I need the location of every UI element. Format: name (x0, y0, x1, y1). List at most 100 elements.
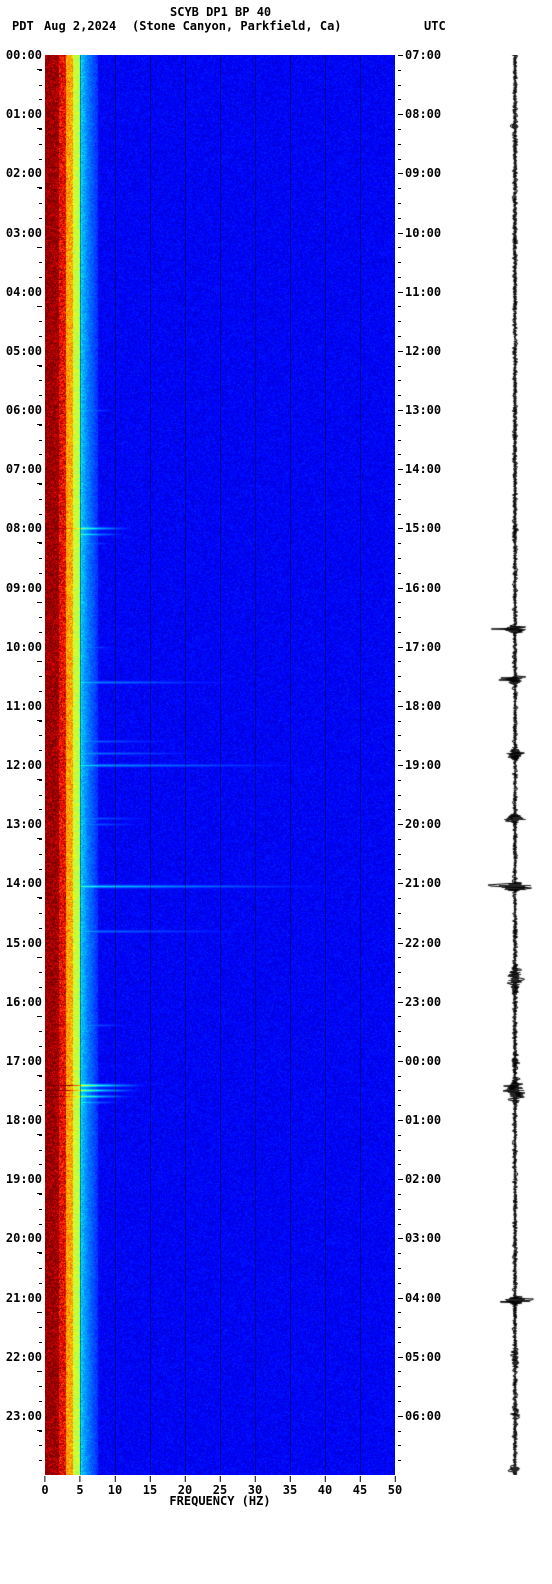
y-minor-left (39, 144, 42, 145)
y-minor-right (398, 336, 401, 337)
y-minor-left (39, 913, 42, 914)
y-tick-right: 05:00 (398, 1350, 453, 1364)
y-minor-left (39, 454, 42, 455)
y-minor-right (398, 1445, 401, 1446)
y-minor-right (398, 632, 401, 633)
station-label: (Stone Canyon, Parkfield, Ca) (132, 19, 342, 33)
y-minor-right (398, 735, 401, 736)
y-minor-left (39, 395, 42, 396)
y-tick-left: 10:00 (0, 640, 42, 668)
y-minor-right (398, 159, 401, 160)
y-minor-left (39, 1016, 42, 1017)
y-minor-right (398, 1386, 401, 1387)
y-tick-left: 02:00 (0, 166, 42, 194)
y-minor-left (39, 543, 42, 544)
y-minor-left (39, 336, 42, 337)
y-minor-left (39, 1105, 42, 1106)
y-minor-right (398, 1342, 401, 1343)
y-tick-right: 08:00 (398, 107, 453, 121)
y-minor-right (398, 1076, 401, 1077)
y-minor-left (39, 262, 42, 263)
y-tick-left: 22:00 (0, 1350, 42, 1378)
y-tick-right: 02:00 (398, 1172, 453, 1186)
y-minor-left (39, 499, 42, 500)
y-tick-right: 19:00 (398, 758, 453, 772)
y-tick-left: 03:00 (0, 226, 42, 254)
y-tick-left: 14:00 (0, 876, 42, 904)
y-minor-right (398, 144, 401, 145)
y-minor-left (39, 1401, 42, 1402)
y-minor-left (39, 617, 42, 618)
y-axis-left: 00:0001:0002:0003:0004:0005:0006:0007:00… (0, 55, 42, 1475)
y-tick-right: 21:00 (398, 876, 453, 890)
spectrogram-plot (45, 55, 395, 1475)
y-tick-left: 00:00 (0, 48, 42, 76)
y-minor-right (398, 188, 401, 189)
y-minor-left (39, 1371, 42, 1372)
title-line: SCYB DP1 BP 40 (170, 5, 271, 19)
y-minor-right (398, 676, 401, 677)
y-minor-left (39, 839, 42, 840)
seismogram-canvas (480, 55, 550, 1475)
gridline (220, 55, 221, 1475)
y-minor-right (398, 1431, 401, 1432)
y-minor-right (398, 499, 401, 500)
y-minor-right (398, 1224, 401, 1225)
y-tick-left: 18:00 (0, 1113, 42, 1141)
y-tick-left: 15:00 (0, 936, 42, 964)
y-minor-right (398, 928, 401, 929)
y-tick-right: 16:00 (398, 581, 453, 595)
y-minor-left (39, 1031, 42, 1032)
y-minor-left (39, 380, 42, 381)
y-minor-left (39, 218, 42, 219)
y-minor-left (39, 1135, 42, 1136)
y-tick-left: 11:00 (0, 699, 42, 727)
y-minor-right (398, 957, 401, 958)
y-minor-right (398, 617, 401, 618)
y-tick-right: 23:00 (398, 995, 453, 1009)
gridline (255, 55, 256, 1475)
y-minor-right (398, 972, 401, 973)
y-minor-right (398, 514, 401, 515)
y-minor-left (39, 1431, 42, 1432)
y-minor-left (39, 247, 42, 248)
y-minor-right (398, 987, 401, 988)
y-minor-right (398, 425, 401, 426)
tz-left-label: PDT (12, 19, 34, 33)
y-minor-right (398, 1031, 401, 1032)
x-axis: 05101520253035404550 FREQUENCY (HZ) (45, 1476, 395, 1516)
y-minor-right (398, 366, 401, 367)
y-minor-left (39, 928, 42, 929)
y-tick-left: 13:00 (0, 817, 42, 845)
y-minor-right (398, 1046, 401, 1047)
y-minor-left (39, 99, 42, 100)
y-minor-right (398, 869, 401, 870)
y-minor-left (39, 632, 42, 633)
y-tick-left: 23:00 (0, 1409, 42, 1437)
y-minor-left (39, 85, 42, 86)
y-tick-left: 08:00 (0, 521, 42, 549)
y-tick-right: 11:00 (398, 285, 453, 299)
y-minor-right (398, 913, 401, 914)
y-minor-right (398, 395, 401, 396)
y-minor-left (39, 1460, 42, 1461)
y-tick-right: 17:00 (398, 640, 453, 654)
y-minor-left (39, 691, 42, 692)
y-minor-left (39, 1046, 42, 1047)
gridline (80, 55, 81, 1475)
y-minor-right (398, 809, 401, 810)
y-tick-left: 16:00 (0, 995, 42, 1023)
y-minor-left (39, 1342, 42, 1343)
y-tick-right: 13:00 (398, 403, 453, 417)
y-minor-right (398, 721, 401, 722)
y-minor-right (398, 1016, 401, 1017)
y-tick-right: 03:00 (398, 1231, 453, 1245)
y-minor-left (39, 869, 42, 870)
gridline (325, 55, 326, 1475)
y-minor-left (39, 366, 42, 367)
y-minor-right (398, 558, 401, 559)
y-minor-left (39, 306, 42, 307)
y-minor-left (39, 1164, 42, 1165)
y-tick-left: 05:00 (0, 344, 42, 372)
y-minor-left (39, 1150, 42, 1151)
